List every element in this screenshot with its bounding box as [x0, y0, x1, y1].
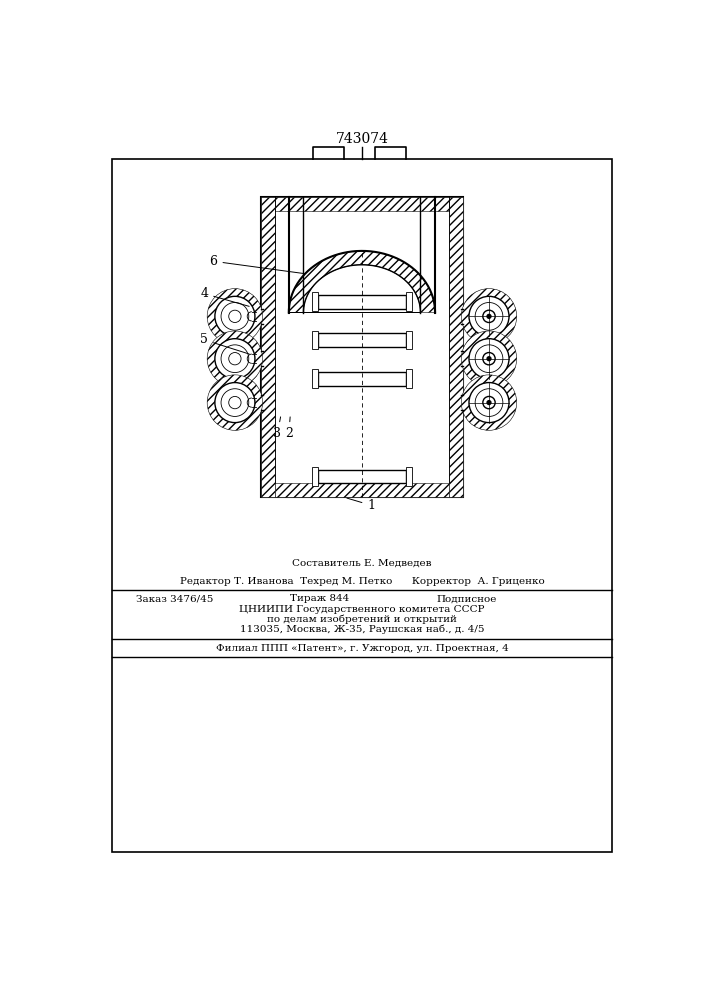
- Bar: [317, 372, 407, 386]
- Bar: [312, 292, 317, 311]
- Bar: [317, 333, 407, 347]
- Circle shape: [461, 289, 517, 344]
- Circle shape: [487, 314, 491, 318]
- Text: 2: 2: [285, 417, 293, 440]
- Text: 6: 6: [209, 255, 305, 274]
- Bar: [261, 197, 463, 497]
- Circle shape: [461, 331, 517, 386]
- Text: ЦНИИПИ Государственного комитета СССР: ЦНИИПИ Государственного комитета СССР: [239, 605, 485, 614]
- Circle shape: [215, 383, 255, 423]
- Text: 5: 5: [200, 333, 249, 354]
- Circle shape: [483, 396, 495, 409]
- Circle shape: [483, 353, 495, 365]
- Text: Подписное: Подписное: [437, 594, 497, 603]
- Circle shape: [229, 353, 241, 365]
- Text: Тираж 844: Тираж 844: [291, 594, 349, 603]
- Bar: [407, 331, 412, 349]
- Text: 743074: 743074: [335, 132, 388, 146]
- Text: 3: 3: [274, 417, 281, 440]
- Circle shape: [221, 345, 249, 373]
- Bar: [407, 467, 412, 486]
- Bar: [275, 483, 449, 497]
- Circle shape: [221, 389, 249, 416]
- Circle shape: [483, 310, 495, 323]
- Bar: [449, 197, 463, 497]
- Text: Редактор Т. Иванова  Техред М. Петко      Корректор  А. Гриценко: Редактор Т. Иванова Техред М. Петко Корр…: [180, 578, 544, 586]
- Circle shape: [475, 302, 503, 330]
- Text: Составитель Е. Медведев: Составитель Е. Медведев: [292, 558, 432, 567]
- Circle shape: [215, 296, 255, 336]
- Bar: [407, 369, 412, 388]
- Text: 113035, Москва, Ж-35, Раушская наб., д. 4/5: 113035, Москва, Ж-35, Раушская наб., д. …: [240, 625, 484, 634]
- Polygon shape: [288, 251, 435, 312]
- Bar: [407, 292, 412, 311]
- Bar: [312, 467, 317, 486]
- Text: Филиал ППП «Патент», г. Ужгород, ул. Проектная, 4: Филиал ППП «Патент», г. Ужгород, ул. Про…: [216, 644, 508, 653]
- Circle shape: [469, 296, 509, 336]
- Text: 4: 4: [200, 287, 249, 306]
- Circle shape: [469, 383, 509, 423]
- Circle shape: [207, 375, 262, 430]
- Circle shape: [487, 357, 491, 361]
- Bar: [261, 197, 275, 497]
- Bar: [317, 295, 407, 309]
- Circle shape: [469, 339, 509, 379]
- Circle shape: [475, 389, 503, 416]
- Circle shape: [229, 310, 241, 323]
- Circle shape: [207, 331, 262, 386]
- Circle shape: [207, 289, 262, 344]
- Circle shape: [229, 396, 241, 409]
- Circle shape: [215, 339, 255, 379]
- Bar: [317, 470, 407, 483]
- Circle shape: [475, 345, 503, 373]
- Text: 1: 1: [347, 498, 375, 512]
- Text: по делам изобретений и открытий: по делам изобретений и открытий: [267, 615, 457, 624]
- Text: Заказ 3476/45: Заказ 3476/45: [136, 594, 214, 603]
- Circle shape: [221, 302, 249, 330]
- Circle shape: [487, 401, 491, 405]
- Bar: [312, 331, 317, 349]
- Bar: [312, 369, 317, 388]
- Circle shape: [461, 375, 517, 430]
- Bar: [275, 197, 449, 211]
